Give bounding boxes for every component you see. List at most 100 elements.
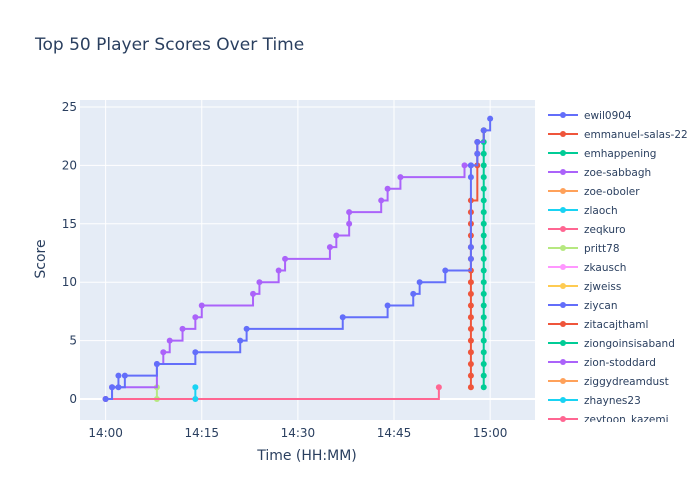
legend-item[interactable]: zlaoch <box>548 205 618 217</box>
data-point[interactable] <box>480 325 487 332</box>
legend-item[interactable]: zkausch <box>548 262 626 274</box>
data-point[interactable] <box>153 360 160 367</box>
data-point[interactable] <box>474 139 481 146</box>
x-axis-title: Time (HH:MM) <box>256 448 357 464</box>
data-point[interactable] <box>480 209 487 216</box>
data-point[interactable] <box>461 162 468 169</box>
data-point[interactable] <box>121 372 128 379</box>
data-point[interactable] <box>480 279 487 286</box>
legend-item[interactable]: zoe-sabbagh <box>548 167 651 179</box>
data-point[interactable] <box>480 302 487 309</box>
legend-item[interactable]: ewil0904 <box>548 110 632 122</box>
data-point[interactable] <box>192 314 199 321</box>
data-point[interactable] <box>109 384 116 391</box>
data-point[interactable] <box>115 384 122 391</box>
data-point[interactable] <box>467 255 474 262</box>
data-point[interactable] <box>256 279 263 286</box>
data-point[interactable] <box>480 185 487 192</box>
data-point[interactable] <box>480 372 487 379</box>
legend-label: zjweiss <box>584 281 621 293</box>
legend-swatch-marker <box>560 150 566 156</box>
legend-item[interactable]: ziycan <box>548 300 618 312</box>
series-zlaoch <box>192 384 199 402</box>
legend[interactable]: ewil0904 emmanuel-salas-22 emhappening zoe-… <box>548 110 688 426</box>
data-point[interactable] <box>467 384 474 391</box>
data-point[interactable] <box>166 337 173 344</box>
data-point[interactable] <box>480 162 487 169</box>
data-point[interactable] <box>480 349 487 356</box>
data-point[interactable] <box>467 162 474 169</box>
data-point[interactable] <box>467 279 474 286</box>
data-point[interactable] <box>397 174 404 181</box>
data-point[interactable] <box>467 302 474 309</box>
data-point[interactable] <box>467 372 474 379</box>
legend-item[interactable]: zion-stoddard <box>548 357 656 369</box>
legend-item[interactable]: ziongoinsisaband <box>548 338 675 350</box>
data-point[interactable] <box>467 349 474 356</box>
data-point[interactable] <box>467 174 474 181</box>
data-point[interactable] <box>467 325 474 332</box>
legend-item[interactable]: zjweiss <box>548 281 621 293</box>
data-point[interactable] <box>467 244 474 251</box>
data-point[interactable] <box>480 127 487 134</box>
data-point[interactable] <box>192 349 199 356</box>
data-point[interactable] <box>339 314 346 321</box>
legend-item[interactable]: pritt78 <box>548 243 620 255</box>
data-point[interactable] <box>480 384 487 391</box>
data-point[interactable] <box>333 232 340 239</box>
data-point[interactable] <box>480 150 487 157</box>
data-point[interactable] <box>467 290 474 297</box>
data-point[interactable] <box>480 337 487 344</box>
data-point[interactable] <box>480 174 487 181</box>
data-point[interactable] <box>378 197 385 204</box>
data-point[interactable] <box>480 220 487 227</box>
data-point[interactable] <box>115 372 122 379</box>
legend-label: zion-stoddard <box>584 357 656 369</box>
data-point[interactable] <box>384 185 391 192</box>
data-point[interactable] <box>435 384 442 391</box>
data-point[interactable] <box>192 395 199 402</box>
data-point[interactable] <box>160 349 167 356</box>
data-point[interactable] <box>480 232 487 239</box>
legend-item[interactable]: zeytoon_kazemi <box>548 414 669 426</box>
legend-item[interactable]: zeqkuro <box>548 224 626 236</box>
data-point[interactable] <box>480 255 487 262</box>
data-point[interactable] <box>243 325 250 332</box>
legend-item[interactable]: emhappening <box>548 148 656 160</box>
legend-item[interactable]: zoe-oboler <box>548 186 640 198</box>
data-point[interactable] <box>467 360 474 367</box>
data-point[interactable] <box>384 302 391 309</box>
legend-item[interactable]: zhaynes23 <box>548 395 641 407</box>
legend-item[interactable]: zitacajthaml <box>548 319 648 331</box>
data-point[interactable] <box>442 267 449 274</box>
legend-swatch-marker <box>560 340 566 346</box>
data-point[interactable] <box>237 337 244 344</box>
data-point[interactable] <box>480 314 487 321</box>
data-point[interactable] <box>467 314 474 321</box>
data-point[interactable] <box>282 255 289 262</box>
legend-label: emhappening <box>584 148 656 160</box>
data-point[interactable] <box>474 150 481 157</box>
data-point[interactable] <box>346 220 353 227</box>
data-point[interactable] <box>410 290 417 297</box>
legend-item[interactable]: emmanuel-salas-22 <box>548 129 688 141</box>
data-point[interactable] <box>179 325 186 332</box>
data-point[interactable] <box>250 290 257 297</box>
data-point[interactable] <box>487 115 494 122</box>
data-point[interactable] <box>467 337 474 344</box>
data-point[interactable] <box>480 290 487 297</box>
data-point[interactable] <box>346 209 353 216</box>
data-point[interactable] <box>275 267 282 274</box>
data-point[interactable] <box>416 279 423 286</box>
data-point[interactable] <box>198 302 205 309</box>
data-point[interactable] <box>192 384 199 391</box>
data-point[interactable] <box>480 244 487 251</box>
data-point[interactable] <box>480 197 487 204</box>
data-point[interactable] <box>326 244 333 251</box>
legend-item[interactable]: ziggydreamdust <box>548 376 669 388</box>
data-point[interactable] <box>102 395 109 402</box>
series-layer <box>102 115 494 402</box>
data-point[interactable] <box>480 267 487 274</box>
data-point[interactable] <box>480 360 487 367</box>
